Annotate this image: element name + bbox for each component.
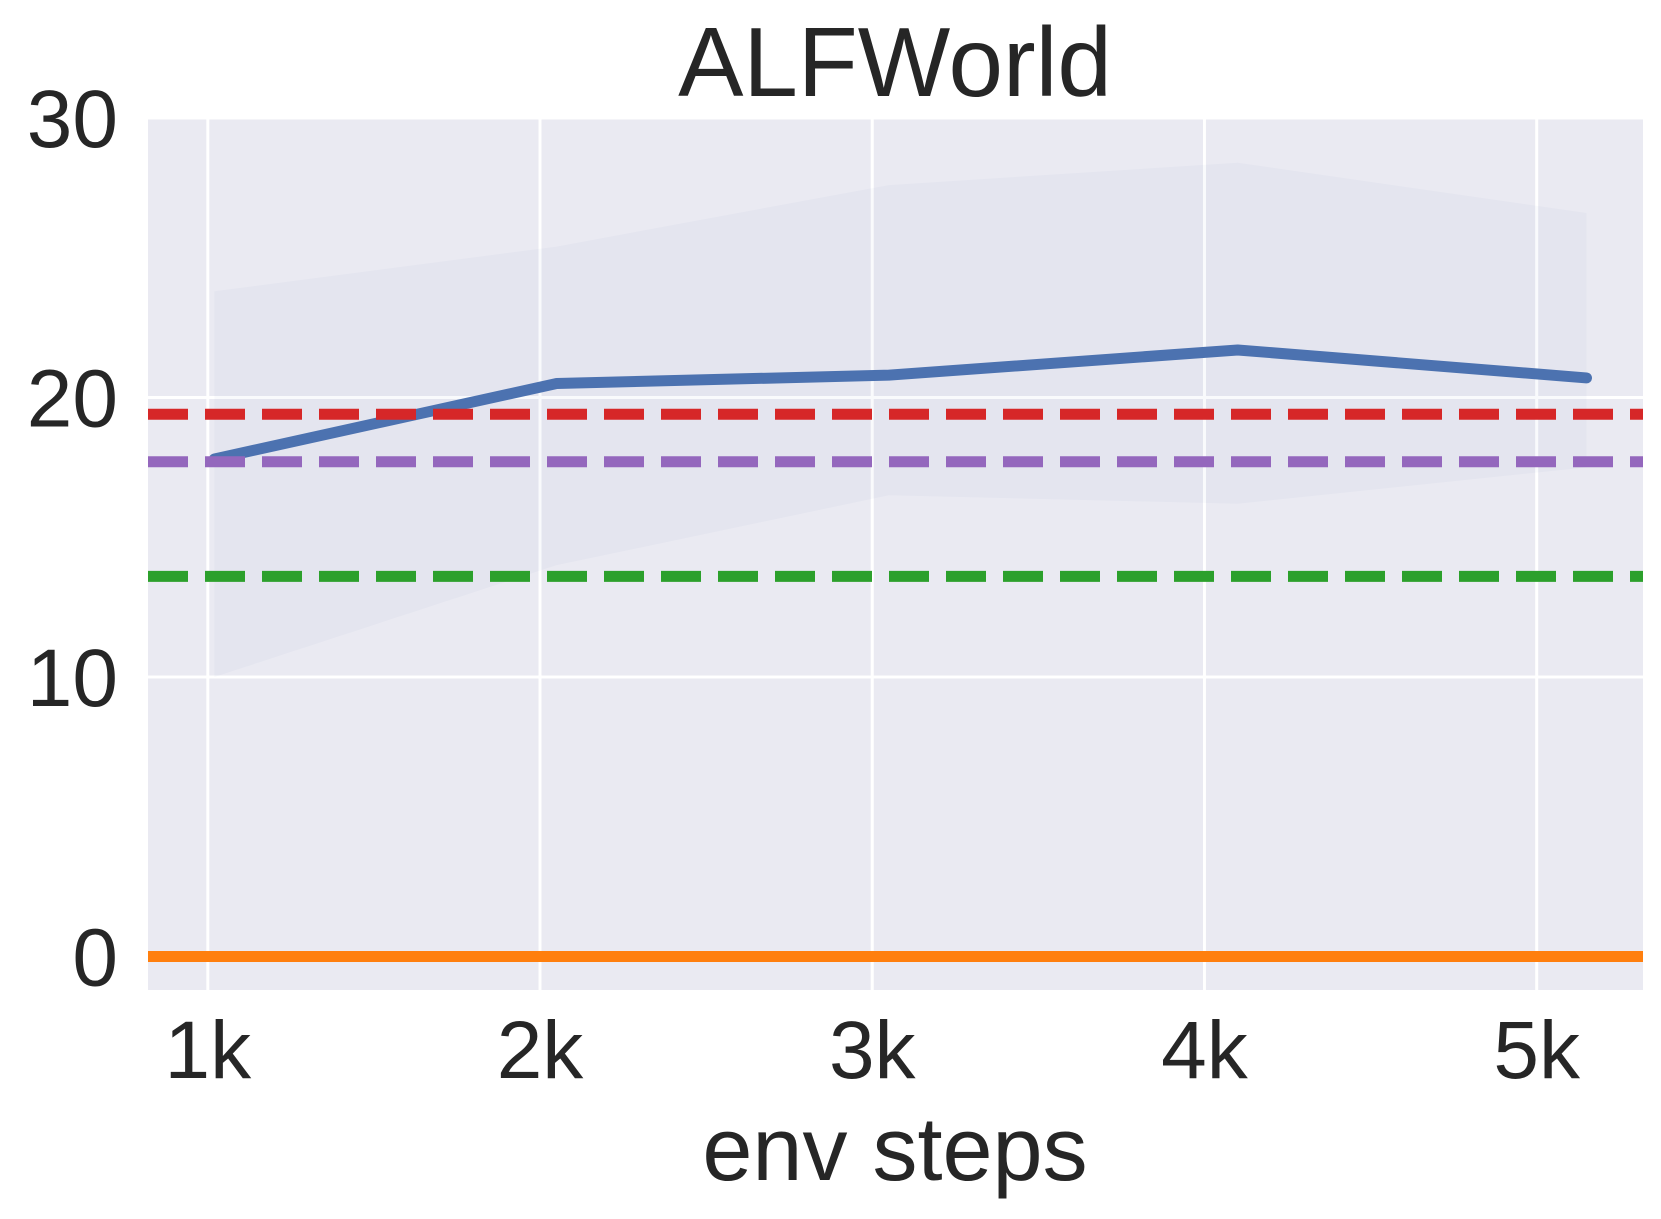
y-tick-label: 20	[27, 353, 118, 444]
x-tick-label: 4k	[1161, 1005, 1249, 1096]
y-tick-labels: 0 10 20 30	[27, 74, 118, 1003]
x-tick-labels: 1k 2k 3k 4k 5k	[164, 1005, 1580, 1096]
x-tick-label: 2k	[497, 1005, 585, 1096]
x-tick-label: 3k	[829, 1005, 917, 1096]
y-tick-label: 0	[72, 912, 118, 1003]
x-axis-title: env steps	[702, 1100, 1087, 1200]
y-tick-label: 10	[27, 633, 118, 724]
x-tick-label: 1k	[164, 1005, 252, 1096]
x-tick-label: 5k	[1493, 1005, 1581, 1096]
chart-title: ALFWorld	[678, 7, 1112, 117]
y-tick-label: 30	[27, 74, 118, 165]
